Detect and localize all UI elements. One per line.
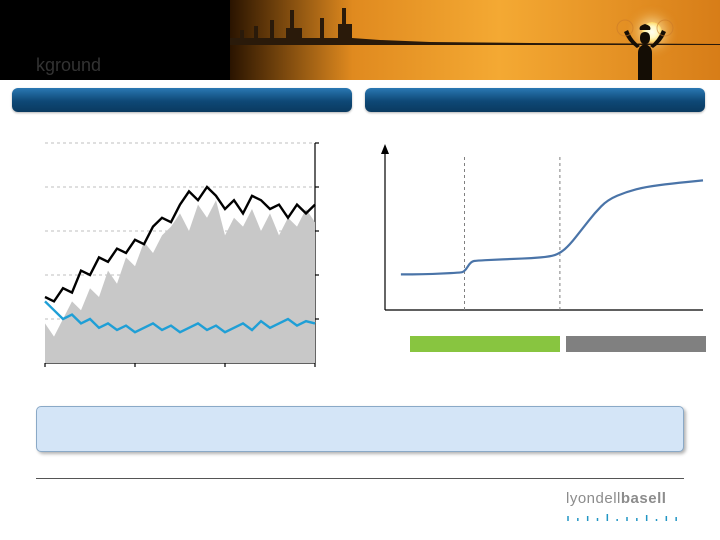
logo-text: lyondellbasell <box>566 490 666 507</box>
slide-root: kground lyondellbasell <box>0 0 720 540</box>
slide-title: kground <box>36 55 101 76</box>
logo-ticks-icon <box>566 513 686 521</box>
conclusion-callout <box>36 406 684 452</box>
footer-divider <box>36 478 684 479</box>
header-banner <box>0 0 720 80</box>
phase-bar-green <box>410 336 560 352</box>
worker-silhouette <box>610 8 680 80</box>
logo-text-light: lyondell <box>566 490 621 507</box>
phase-bar-gray <box>566 336 706 352</box>
company-logo: lyondellbasell <box>566 490 686 526</box>
logo-text-bold: basell <box>621 490 667 507</box>
banner-black-block <box>0 0 230 80</box>
left-chart <box>40 138 320 368</box>
right-column-header-bar <box>365 88 705 112</box>
right-chart <box>375 140 705 318</box>
left-column-header-bar <box>12 88 352 112</box>
